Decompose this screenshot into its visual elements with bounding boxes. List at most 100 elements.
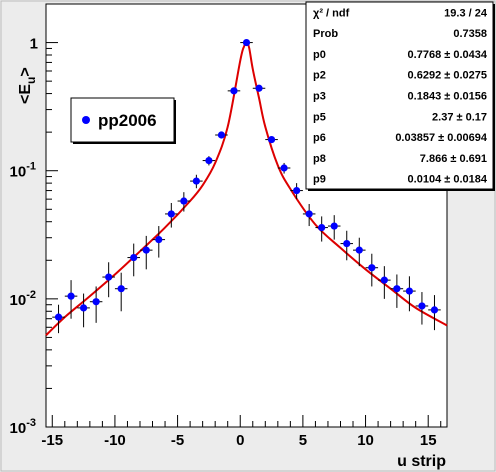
data-marker bbox=[405, 287, 414, 295]
data-point bbox=[127, 243, 140, 277]
y-tick-label: 10-1 bbox=[10, 161, 36, 181]
data-marker bbox=[267, 135, 276, 144]
data-point bbox=[252, 84, 266, 92]
data-point bbox=[340, 230, 354, 261]
stats-row-value: 0.03857 ± 0.00694 bbox=[395, 132, 488, 144]
data-point bbox=[265, 135, 278, 144]
stats-row-value: 0.6292 ± 0.0275 bbox=[408, 70, 487, 82]
y-tick-label: 1 bbox=[30, 36, 38, 53]
data-point bbox=[77, 293, 90, 328]
data-marker bbox=[380, 276, 388, 284]
stats-row-label: p2 bbox=[313, 70, 326, 82]
x-tick-label: 10 bbox=[357, 432, 374, 449]
data-point bbox=[240, 38, 253, 47]
data-marker bbox=[67, 292, 75, 300]
data-point bbox=[365, 253, 379, 287]
data-marker bbox=[142, 246, 150, 254]
data-marker bbox=[79, 304, 88, 312]
data-marker bbox=[343, 239, 351, 248]
stats-box: χ² / ndf 19.3 / 24 Prob 0.7358 p0 0.7768 ± 0.… bbox=[305, 1, 495, 191]
data-point bbox=[190, 174, 203, 189]
data-point bbox=[428, 295, 441, 331]
data-marker bbox=[255, 84, 263, 92]
data-marker bbox=[293, 186, 301, 195]
data-point bbox=[390, 274, 404, 308]
y-tick-labels: 10-3 10-2 10-1 1 bbox=[10, 36, 38, 437]
data-point bbox=[403, 276, 416, 312]
x-tick-label: 0 bbox=[236, 432, 244, 449]
data-marker bbox=[54, 313, 63, 321]
x-tick-label: -5 bbox=[171, 432, 184, 449]
y-axis-title: <Eu> bbox=[17, 67, 38, 104]
stats-row-value: 0.1843 ± 0.0156 bbox=[408, 91, 487, 103]
data-marker bbox=[205, 156, 213, 165]
stats-row: p8 7.866 ± 0.691 bbox=[313, 153, 487, 165]
stats-row-value: 19.3 / 24 bbox=[444, 7, 488, 19]
legend: pp2006 bbox=[70, 97, 176, 144]
x-tick-labels: -15 -10 -5 0 5 10 15 bbox=[41, 432, 436, 449]
legend-shadow-right bbox=[174, 100, 176, 144]
data-points bbox=[52, 38, 441, 334]
stats-row-value: 2.37 ± 0.17 bbox=[432, 111, 487, 123]
data-point bbox=[52, 304, 65, 334]
stats-row-value: 0.7358 bbox=[453, 28, 487, 40]
data-point bbox=[202, 156, 216, 166]
stats-box-shadow-bottom bbox=[308, 189, 495, 191]
legend-shadow-bottom bbox=[73, 142, 176, 144]
data-marker bbox=[368, 264, 376, 272]
data-marker bbox=[280, 164, 288, 172]
data-point bbox=[302, 203, 316, 227]
data-marker bbox=[330, 222, 338, 230]
data-point bbox=[215, 131, 228, 139]
data-marker bbox=[192, 177, 200, 185]
y-axis-title-close: > bbox=[17, 67, 34, 76]
data-point bbox=[415, 292, 429, 325]
stats-row-label: χ² / ndf bbox=[313, 7, 350, 19]
x-tick-label: -15 bbox=[41, 432, 63, 449]
stats-row-label: p3 bbox=[313, 91, 326, 103]
stats-row: Prob 0.7358 bbox=[313, 28, 487, 40]
x-tick-label: 5 bbox=[299, 432, 307, 449]
data-point bbox=[165, 202, 178, 228]
data-marker bbox=[393, 285, 401, 293]
data-point bbox=[139, 235, 153, 270]
data-marker bbox=[305, 210, 313, 218]
stats-row: p2 0.6292 ± 0.0275 bbox=[313, 70, 487, 82]
x-tick-label: 15 bbox=[420, 432, 437, 449]
data-marker bbox=[217, 131, 226, 139]
stats-row-label: p9 bbox=[313, 174, 326, 186]
data-point bbox=[89, 286, 103, 323]
data-marker bbox=[92, 298, 100, 306]
stats-box-frame bbox=[305, 1, 494, 190]
data-marker bbox=[230, 87, 238, 95]
stats-row: p6 0.03857 ± 0.00694 bbox=[313, 132, 488, 144]
data-point bbox=[227, 87, 241, 95]
data-point bbox=[290, 183, 303, 200]
stats-row-value: 0.7768 ± 0.0434 bbox=[408, 49, 488, 61]
data-marker bbox=[105, 273, 113, 281]
data-marker bbox=[355, 246, 363, 254]
stats-row: p9 0.0104 ± 0.0184 bbox=[313, 174, 488, 186]
stats-row: p5 2.37 ± 0.17 bbox=[313, 111, 487, 123]
stats-row: p3 0.1843 ± 0.0156 bbox=[313, 91, 487, 103]
y-axis-title-text: <Eu> bbox=[17, 67, 38, 104]
legend-entry-pp2006: pp2006 bbox=[98, 111, 157, 130]
stats-row: χ² / ndf 19.3 / 24 bbox=[313, 7, 488, 19]
data-point bbox=[177, 192, 191, 212]
stats-box-shadow-right bbox=[493, 4, 495, 191]
stats-row: p0 0.7768 ± 0.0434 bbox=[313, 49, 488, 61]
data-point bbox=[102, 262, 115, 298]
y-tick-label: 10-2 bbox=[10, 289, 36, 309]
data-point bbox=[327, 215, 341, 240]
data-marker bbox=[117, 285, 125, 293]
legend-marker bbox=[82, 116, 90, 124]
stats-row-value: 0.0104 ± 0.0184 bbox=[408, 174, 488, 186]
stats-row-label: Prob bbox=[313, 28, 338, 40]
y-axis-title-main: <E bbox=[17, 84, 34, 104]
x-axis-title: u strip bbox=[397, 453, 446, 470]
data-point bbox=[378, 266, 391, 299]
stats-row-value: 7.866 ± 0.691 bbox=[420, 153, 487, 165]
stats-row-label: p0 bbox=[313, 49, 326, 61]
